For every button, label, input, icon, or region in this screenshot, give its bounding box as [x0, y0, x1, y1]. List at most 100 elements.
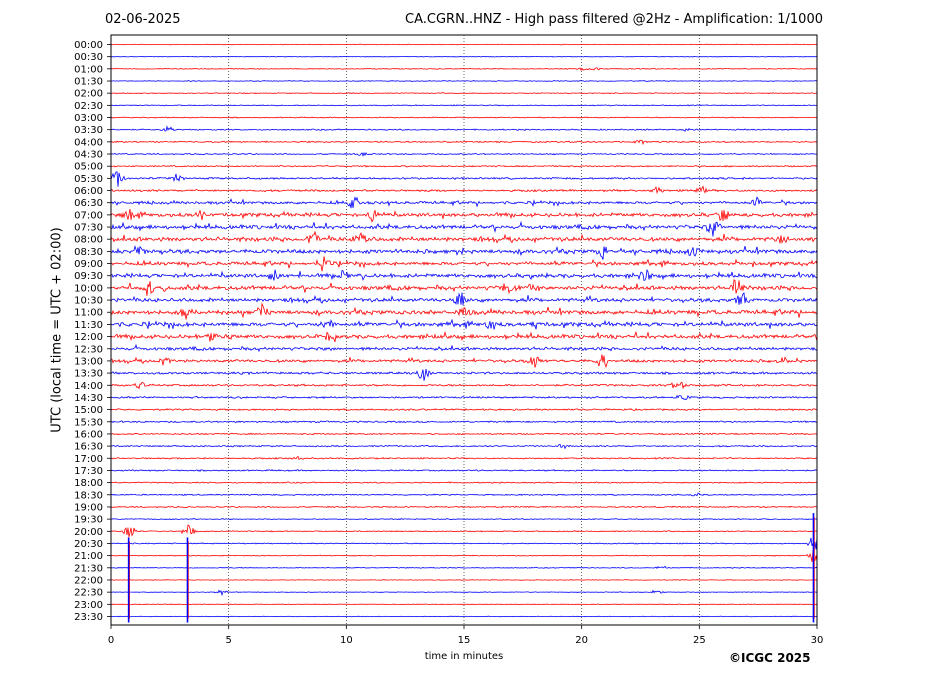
row-label: 23:30	[74, 612, 103, 623]
x-axis-label: time in minutes	[424, 651, 504, 662]
row-label: 16:00	[74, 429, 103, 440]
trace-1330	[110, 368, 818, 381]
x-tick-label: 0	[108, 635, 114, 646]
trace-2200	[110, 579, 817, 581]
row-label: 07:00	[74, 210, 103, 221]
row-label: 18:00	[74, 478, 103, 489]
row-label: 08:00	[74, 235, 103, 246]
trace-1600	[110, 432, 818, 436]
trace-0630	[110, 196, 818, 209]
row-label: 14:30	[74, 393, 103, 404]
row-label: 10:30	[74, 296, 103, 307]
trace-1700	[110, 455, 818, 460]
row-label: 17:30	[74, 466, 103, 477]
trace-0400	[111, 139, 818, 146]
trace-1930	[110, 518, 818, 521]
row-label: 12:00	[74, 332, 103, 343]
trace-0930	[110, 268, 818, 282]
trace-1630	[111, 443, 818, 450]
row-label: 05:00	[74, 162, 103, 173]
row-label: 15:30	[74, 417, 103, 428]
row-label: 18:30	[74, 490, 103, 501]
trace-2230	[110, 589, 818, 597]
x-tick-label: 5	[225, 635, 231, 646]
row-label: 05:30	[74, 174, 103, 185]
row-label: 22:30	[74, 588, 103, 599]
x-tick-label: 25	[693, 635, 706, 646]
y-axis-label: UTC (local time = UTC + 02:00)	[49, 227, 65, 433]
row-label: 20:30	[74, 539, 103, 550]
trace-1130	[110, 318, 818, 330]
trace-1800	[110, 481, 818, 484]
trace-0600	[110, 185, 818, 194]
trace-1230	[110, 343, 818, 353]
trace-1400	[110, 381, 818, 390]
row-label: 03:00	[74, 113, 103, 124]
row-label: 19:30	[74, 515, 103, 526]
copyright-label: ©ICGC 2025	[729, 651, 811, 665]
trace-0530	[110, 171, 818, 187]
row-label: 23:00	[74, 600, 103, 611]
row-label: 17:00	[74, 454, 103, 465]
trace-0430	[110, 151, 818, 157]
trace-1030	[110, 292, 818, 306]
trace-1900	[110, 505, 818, 509]
row-label: 04:30	[74, 150, 103, 161]
trace-1200	[110, 331, 818, 343]
row-label: 06:30	[74, 198, 103, 209]
row-label: 21:30	[74, 563, 103, 574]
row-label: 07:30	[74, 223, 103, 234]
trace-0100	[110, 67, 818, 71]
row-label: 16:30	[74, 442, 103, 453]
trace-1300	[110, 354, 818, 369]
row-label: 12:30	[74, 344, 103, 355]
x-tick-label: 30	[811, 635, 824, 646]
row-label: 11:00	[74, 308, 103, 319]
trace-1500	[110, 407, 818, 412]
trace-0030	[111, 55, 818, 58]
trace-0730	[110, 220, 818, 237]
trace-1730	[110, 469, 818, 472]
trace-0000	[110, 43, 818, 46]
row-label: 02:00	[74, 89, 103, 100]
row-label: 21:00	[74, 551, 103, 562]
trace-1100	[110, 302, 818, 320]
row-label: 03:30	[74, 125, 103, 136]
trace-0500	[110, 164, 818, 168]
trace-2100	[111, 550, 818, 562]
trace-group	[110, 43, 818, 618]
row-label: 09:00	[74, 259, 103, 270]
x-tick-group: 0 5 10 15 20 25 30	[108, 625, 824, 646]
row-label: 00:30	[74, 52, 103, 63]
x-tick-label: 20	[575, 635, 588, 646]
spike-group	[127, 513, 815, 623]
plot-frame	[110, 34, 818, 626]
trace-0800	[110, 230, 818, 244]
row-label: 04:00	[74, 137, 103, 148]
trace-0900	[110, 256, 818, 272]
row-label: 14:00	[74, 381, 103, 392]
row-label: 13:00	[74, 356, 103, 367]
trace-1000	[110, 279, 818, 296]
trace-1830	[110, 492, 818, 497]
grid-lines	[228, 35, 700, 625]
row-label: 01:30	[74, 77, 103, 88]
trace-0700	[110, 208, 818, 223]
row-label: 00:00	[74, 40, 103, 51]
trace-2130	[110, 565, 818, 569]
trace-2030	[110, 536, 818, 550]
x-tick-label: 15	[458, 635, 471, 646]
row-label: 20:00	[74, 527, 103, 538]
trace-0200	[110, 92, 818, 95]
chart-title: CA.CGRN..HNZ - High pass filtered @2Hz -…	[405, 12, 823, 27]
trace-0830	[110, 244, 818, 260]
row-label: 06:00	[74, 186, 103, 197]
row-label: 11:30	[74, 320, 103, 331]
trace-0330	[110, 125, 818, 132]
row-label: 19:00	[74, 502, 103, 513]
date-label: 02-06-2025	[105, 12, 181, 27]
row-label: 13:30	[74, 369, 103, 380]
row-label: 10:00	[74, 283, 103, 294]
trace-2330	[111, 615, 818, 618]
